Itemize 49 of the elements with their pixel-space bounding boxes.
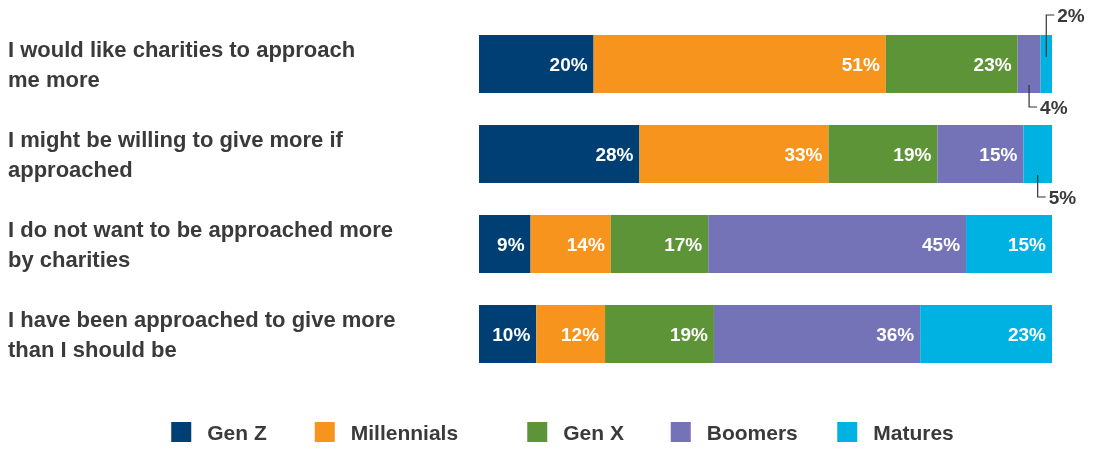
bar [1017, 35, 1041, 93]
legend-label: Matures [873, 421, 954, 444]
data-label: 12% [561, 324, 600, 345]
legend-label: Millennials [350, 421, 459, 444]
data-label: 36% [876, 324, 915, 345]
bar [479, 125, 640, 183]
bar [920, 305, 1052, 363]
data-label: 9% [497, 234, 525, 255]
data-label: 15% [1007, 234, 1047, 255]
legend-label: Gen X [563, 421, 624, 444]
data-label: 28% [595, 144, 634, 165]
legend-label: Boomers [706, 421, 798, 444]
data-label: 17% [664, 234, 703, 255]
bar [479, 215, 531, 273]
bar [885, 35, 1018, 93]
y-tick-label: I do not want to be approached more by charities [8, 217, 394, 272]
data-label: 15% [979, 144, 1018, 165]
data-label: 23% [973, 54, 1012, 75]
bar [479, 35, 594, 93]
data-label: 4% [1040, 97, 1068, 118]
data-label: 19% [893, 144, 932, 165]
y-tick-label: I would like charities to approach me more [8, 37, 356, 92]
bar [479, 305, 537, 363]
bar [639, 125, 829, 183]
bar [708, 215, 967, 273]
bar [593, 35, 886, 93]
data-label: 2% [1057, 5, 1085, 26]
data-label: 51% [841, 54, 880, 75]
data-label: 20% [549, 54, 588, 75]
bar [530, 215, 611, 273]
legend-label: Gen Z [207, 421, 267, 444]
bar [1040, 35, 1052, 93]
data-label: 5% [1048, 187, 1077, 208]
data-label: 10% [492, 324, 531, 345]
data-label: 14% [566, 234, 605, 255]
y-tick-label: I have been approached to give more than I should be [8, 307, 396, 362]
bar [605, 305, 714, 363]
data-label: 45% [922, 234, 961, 255]
bar [536, 305, 606, 363]
data-label: 23% [1007, 324, 1047, 345]
data-label: 33% [784, 144, 823, 165]
bar [713, 305, 921, 363]
bar [937, 125, 1024, 183]
data-label: 19% [669, 324, 709, 345]
bar [610, 215, 709, 273]
bar [1023, 125, 1052, 183]
bar [828, 125, 938, 183]
y-tick-label: I might be willing to give more if approached [8, 127, 344, 182]
bar [966, 215, 1052, 273]
